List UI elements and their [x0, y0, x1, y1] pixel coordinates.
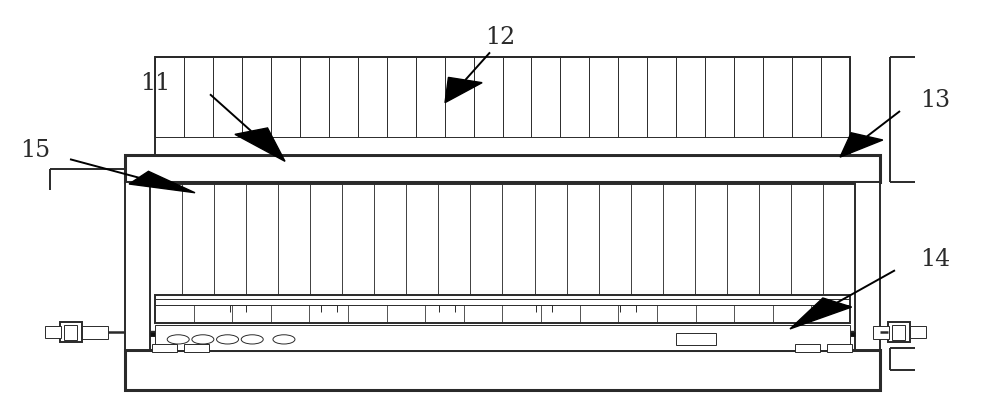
Bar	[80, 326, 108, 339]
Text: 15: 15	[20, 140, 50, 162]
Bar	[125, 350, 880, 390]
Text: 11: 11	[140, 72, 170, 95]
Polygon shape	[129, 171, 195, 193]
Bar	[45, 326, 61, 338]
Bar	[910, 326, 926, 338]
Bar	[60, 322, 82, 342]
Polygon shape	[840, 133, 883, 157]
Bar	[125, 155, 880, 182]
Bar	[64, 325, 77, 340]
Bar	[155, 57, 850, 155]
Bar	[892, 325, 905, 340]
Bar	[184, 344, 209, 352]
Bar	[873, 326, 889, 339]
Text: 14: 14	[920, 248, 950, 271]
Bar	[152, 344, 177, 352]
Text: 12: 12	[485, 26, 515, 49]
Bar	[155, 295, 850, 323]
Bar	[855, 182, 880, 350]
Bar	[888, 322, 910, 342]
Bar	[827, 344, 852, 352]
Bar	[795, 344, 820, 352]
Polygon shape	[790, 298, 852, 329]
Bar	[155, 325, 850, 350]
Polygon shape	[445, 78, 482, 103]
Bar	[676, 333, 716, 345]
Bar	[125, 182, 150, 350]
Text: 13: 13	[920, 89, 950, 112]
Polygon shape	[235, 128, 285, 161]
